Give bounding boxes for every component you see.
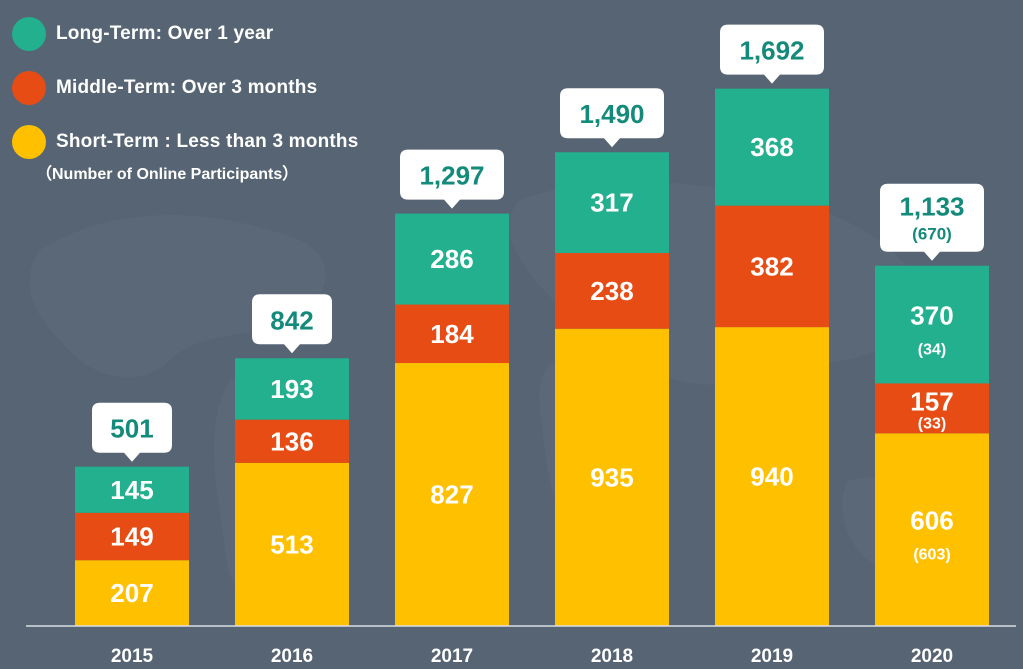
bar-segment-long-2017 [395,213,509,305]
bar-segment-long-2016 [235,358,349,420]
segment-value-label: 238 [590,276,633,306]
total-value-label: 1,490 [579,99,644,129]
bar-segment-long-2019 [715,88,829,206]
segment-value-label: 513 [270,529,313,559]
legend-swatch-long-term [12,17,46,51]
legend-label: Middle-Term: Over 3 months [56,77,318,98]
x-tick-label-2017: 2017 [431,646,473,667]
total-value-label: 1,692 [739,36,804,66]
bar-segment-middle-2016 [235,419,349,463]
segment-value-label: 184 [430,319,474,349]
segment-online-label: (34) [918,342,946,359]
x-tick-label-2020: 2020 [911,646,953,667]
total-callout-bubble [92,402,172,462]
segment-value-label: 193 [270,374,313,404]
bar-segment-short-2020 [875,433,989,626]
bar-segment-middle-2018 [555,253,669,329]
total-online-label: (670) [912,225,952,244]
segment-value-label: 382 [750,251,793,281]
total-callout-bubble [560,88,664,148]
segment-value-label: 157 [910,386,953,416]
legend-label: Long-Term: Over 1 year [56,23,274,44]
segment-online-label: (603) [913,547,950,564]
legend-item-middle-term: Middle-Term: Over 3 months [12,70,359,106]
total-value-label: 842 [270,305,313,335]
bar-segment-short-2018 [555,328,669,626]
bar-segment-middle-2019 [715,205,829,328]
total-callout-bubble [720,24,824,84]
legend: Long-Term: Over 1 year Middle-Term: Over… [12,16,359,178]
segment-value-label: 207 [110,578,153,608]
segment-value-label: 149 [110,521,153,551]
x-tick-label-2016: 2016 [271,646,313,667]
bars-layer [75,88,989,626]
bar-segment-long-2020 [875,265,989,384]
total-callout-bubble [252,294,332,354]
bar-segment-short-2019 [715,327,829,626]
segment-value-label: 827 [430,480,473,510]
legend-item-long-term: Long-Term: Over 1 year [12,16,359,52]
legend-item-short-term: Short-Term : Less than 3 months [12,124,359,160]
bar-segment-short-2017 [395,363,509,626]
segment-value-label: 136 [270,426,313,456]
bar-segment-long-2018 [555,152,669,254]
bar-segment-short-2016 [235,462,349,626]
segment-value-label: 368 [750,132,793,162]
segment-value-label: 606 [910,506,953,536]
legend-swatch-middle-term [12,71,46,105]
segment-online-label: (33) [918,415,946,432]
segment-value-label: 370 [910,301,953,331]
bar-segment-middle-2017 [395,304,509,364]
legend-label: Short-Term : Less than 3 months [56,131,359,152]
bar-segment-middle-2020 [875,383,989,434]
x-tick-label-2019: 2019 [751,646,793,667]
segment-value-label: 317 [590,188,633,218]
bar-segment-middle-2015 [75,512,189,561]
bar-segment-long-2015 [75,466,189,513]
labels-layer: 207 149 145 501 2015 513 136 193 842 2016 827 184 28… [92,24,984,667]
total-value-label: 501 [110,414,153,444]
x-tick-label-2015: 2015 [111,646,154,667]
total-callout-bubble [880,183,984,261]
segment-value-label: 940 [750,462,793,492]
legend-note: （Number of Online Participants） [36,166,299,183]
segment-value-label: 145 [110,475,153,505]
segment-value-label: 935 [590,462,633,492]
legend-swatch-short-term [12,125,46,159]
segment-value-label: 286 [430,244,473,274]
total-value-label: 1,133 [899,192,964,222]
total-callout-bubble [400,149,504,209]
x-tick-label-2018: 2018 [591,646,633,667]
bar-segment-short-2015 [75,560,189,626]
total-value-label: 1,297 [419,161,484,191]
